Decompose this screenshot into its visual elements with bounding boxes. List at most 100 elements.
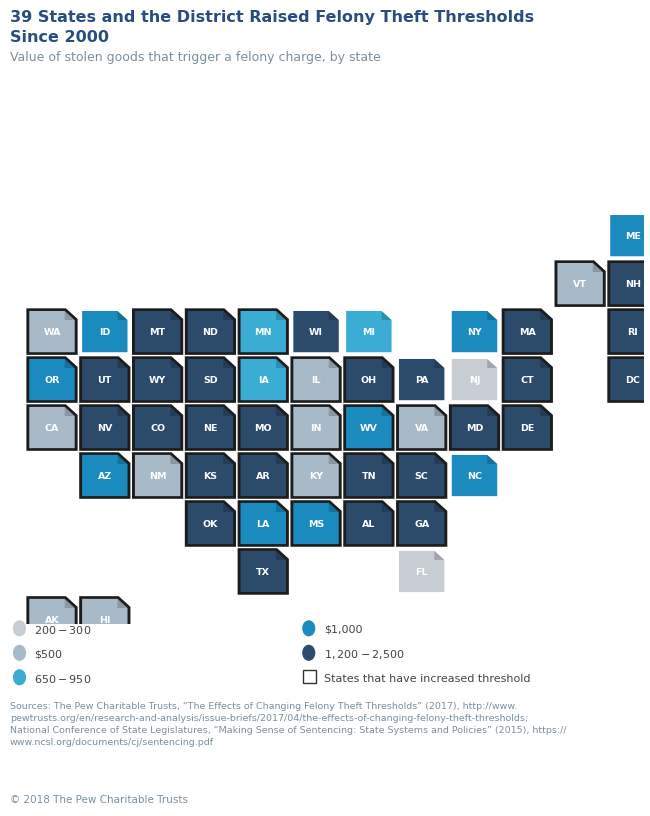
Text: $1,000: $1,000 — [324, 625, 362, 635]
Polygon shape — [540, 359, 550, 368]
Text: MI: MI — [363, 328, 376, 337]
Polygon shape — [645, 359, 650, 368]
Polygon shape — [291, 404, 342, 450]
Text: VA: VA — [415, 424, 429, 433]
Polygon shape — [607, 308, 650, 355]
Polygon shape — [27, 308, 77, 355]
Polygon shape — [610, 263, 650, 304]
Text: NC: NC — [467, 472, 482, 481]
Polygon shape — [329, 407, 339, 416]
Polygon shape — [502, 308, 553, 355]
Polygon shape — [540, 407, 550, 416]
Polygon shape — [343, 404, 395, 450]
Text: $500: $500 — [34, 650, 62, 659]
Polygon shape — [293, 407, 339, 448]
Polygon shape — [29, 407, 75, 448]
Polygon shape — [79, 357, 131, 403]
Text: KS: KS — [203, 472, 218, 481]
Polygon shape — [188, 503, 233, 544]
Polygon shape — [82, 455, 127, 496]
Polygon shape — [65, 407, 75, 416]
Polygon shape — [346, 407, 391, 448]
Text: $200-$300: $200-$300 — [34, 624, 92, 636]
Text: KY: KY — [309, 472, 323, 481]
Polygon shape — [293, 359, 339, 400]
Polygon shape — [82, 407, 127, 448]
Polygon shape — [170, 455, 180, 464]
Text: NH: NH — [625, 280, 641, 289]
Polygon shape — [610, 215, 650, 256]
Polygon shape — [185, 357, 236, 403]
Polygon shape — [452, 359, 497, 400]
Polygon shape — [488, 455, 497, 464]
Polygon shape — [610, 359, 650, 400]
Polygon shape — [396, 500, 447, 547]
Polygon shape — [170, 407, 180, 416]
Polygon shape — [65, 599, 75, 608]
Polygon shape — [382, 311, 391, 320]
Polygon shape — [399, 455, 445, 496]
Text: CT: CT — [521, 376, 534, 385]
Polygon shape — [185, 404, 236, 450]
Polygon shape — [223, 407, 233, 416]
Text: ND: ND — [203, 328, 218, 337]
Text: RI: RI — [627, 328, 638, 337]
Polygon shape — [27, 404, 77, 450]
Polygon shape — [118, 599, 127, 608]
Polygon shape — [293, 455, 339, 496]
Polygon shape — [346, 455, 391, 496]
Polygon shape — [185, 308, 236, 355]
Polygon shape — [132, 308, 183, 355]
Polygon shape — [240, 407, 286, 448]
Polygon shape — [329, 503, 339, 512]
Text: $650-$950: $650-$950 — [34, 673, 92, 685]
Polygon shape — [65, 359, 75, 368]
Polygon shape — [238, 357, 289, 403]
Polygon shape — [79, 452, 131, 499]
Polygon shape — [27, 357, 77, 403]
Text: DE: DE — [520, 424, 534, 433]
Text: $1,200-$2,500: $1,200-$2,500 — [324, 648, 404, 661]
Text: MO: MO — [254, 424, 272, 433]
Text: 39 States and the District Raised Felony Theft Thresholds: 39 States and the District Raised Felony… — [10, 10, 534, 24]
Text: PA: PA — [415, 376, 428, 385]
Text: OK: OK — [203, 520, 218, 529]
Polygon shape — [382, 359, 391, 368]
Polygon shape — [188, 311, 233, 353]
Text: ME: ME — [625, 232, 641, 241]
Polygon shape — [329, 359, 339, 368]
Polygon shape — [343, 357, 395, 403]
Text: OH: OH — [361, 376, 377, 385]
Polygon shape — [276, 551, 286, 560]
Text: NJ: NJ — [469, 376, 480, 385]
Polygon shape — [434, 551, 445, 560]
Polygon shape — [488, 311, 497, 320]
Polygon shape — [434, 407, 445, 416]
Polygon shape — [240, 311, 286, 353]
Text: NV: NV — [97, 424, 112, 433]
Text: CO: CO — [150, 424, 165, 433]
Text: MN: MN — [255, 328, 272, 337]
Polygon shape — [188, 359, 233, 400]
Polygon shape — [170, 311, 180, 320]
Polygon shape — [343, 500, 395, 547]
Text: IL: IL — [311, 376, 321, 385]
Polygon shape — [540, 311, 550, 320]
Text: AR: AR — [256, 472, 270, 481]
Text: IA: IA — [258, 376, 268, 385]
Polygon shape — [343, 452, 395, 499]
Text: OR: OR — [44, 376, 60, 385]
Text: © 2018 The Pew Charitable Trusts: © 2018 The Pew Charitable Trusts — [10, 795, 188, 805]
Polygon shape — [29, 599, 75, 640]
Text: NM: NM — [149, 472, 166, 481]
Polygon shape — [223, 311, 233, 320]
Polygon shape — [185, 500, 236, 547]
Text: Value of stolen goods that trigger a felony charge, by state: Value of stolen goods that trigger a fel… — [10, 51, 380, 64]
Polygon shape — [223, 503, 233, 512]
Polygon shape — [240, 359, 286, 400]
Text: UT: UT — [98, 376, 112, 385]
Polygon shape — [645, 263, 650, 272]
Polygon shape — [434, 455, 445, 464]
Polygon shape — [132, 357, 183, 403]
Polygon shape — [346, 359, 391, 400]
